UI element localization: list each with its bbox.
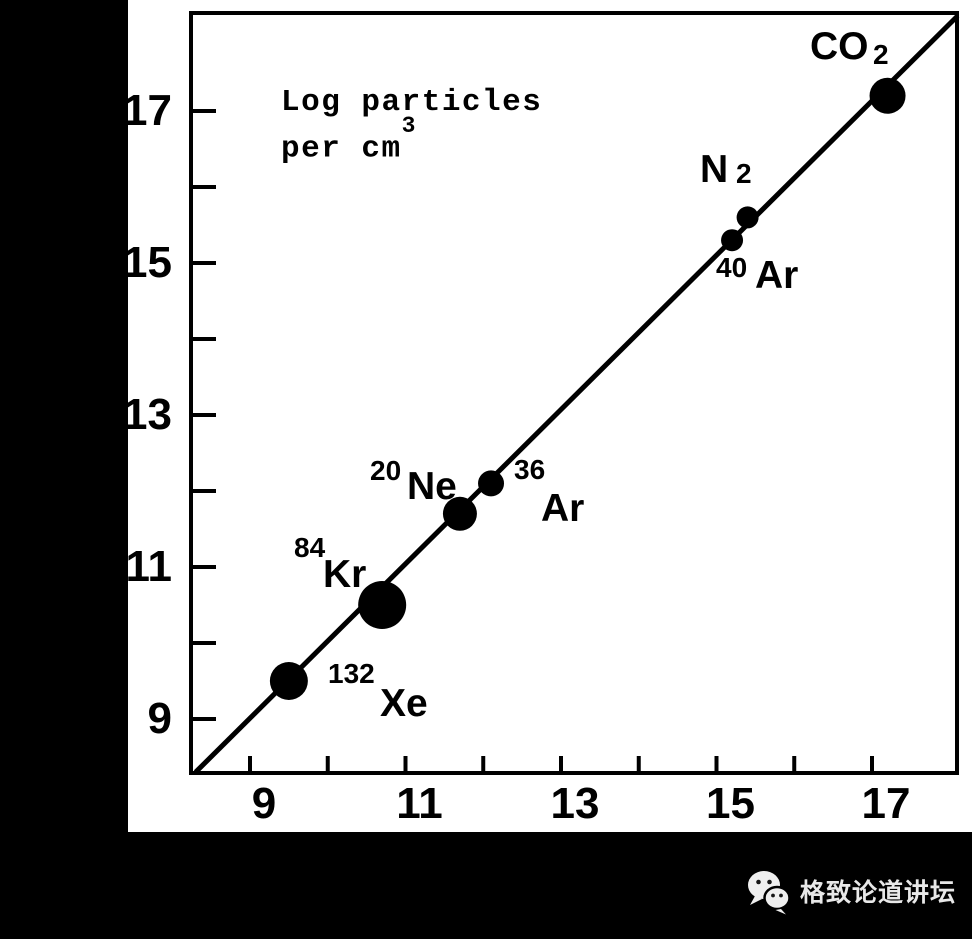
data-point-ar40 <box>721 229 744 252</box>
annotation-line2-text: per cm <box>281 131 402 167</box>
x-tick-label-13: 13 <box>550 779 600 828</box>
scatter-plot-graphics <box>189 11 960 775</box>
y-tick-label-11: 11 <box>125 542 172 591</box>
point-label-co2-symbol: CO <box>810 25 869 68</box>
point-label-n2-subscript: 2 <box>736 158 752 189</box>
point-label-ne20-symbol: Ne <box>407 465 457 508</box>
plot-background: 9 11 13 15 17 9 11 13 15 17 CO 2 N 2 Ar 40 Ar 36 Ne 20 Kr 84 X… <box>123 0 972 832</box>
watermark-text: 格致论道讲坛 <box>800 877 957 907</box>
reference-line <box>193 14 960 774</box>
y-tick-label-17: 17 <box>123 86 172 135</box>
point-label-ar36-mass-number: 36 <box>514 454 546 485</box>
x-tick-label-15: 15 <box>706 779 755 828</box>
x-tick-label-9: 9 <box>251 779 277 828</box>
axes-frame <box>189 11 959 775</box>
watermark: 格致论道讲坛 <box>746 868 956 916</box>
wechat-bubbles-icon <box>748 871 791 915</box>
point-label-ar40-mass-number: 40 <box>716 252 748 283</box>
point-label-kr84-mass-number: 84 <box>294 532 326 563</box>
plot-annotation: Log particles per cm3 <box>281 84 542 167</box>
annotation-superscript: 3 <box>401 113 416 139</box>
annotation-line2: per cm3 <box>281 113 542 167</box>
point-label-ar36-symbol: Ar <box>541 487 585 530</box>
point-label-ne20-mass-number: 20 <box>370 455 402 486</box>
point-label-xe132-mass-number: 132 <box>328 658 375 689</box>
point-label-n2-symbol: N <box>700 148 729 191</box>
data-point-n2 <box>736 206 759 229</box>
x-tick-label-17: 17 <box>861 779 911 828</box>
data-point-ne20 <box>442 496 477 531</box>
annotation-line1: Log particles <box>281 85 543 120</box>
data-point-ar36 <box>478 470 505 497</box>
y-tick-label-13: 13 <box>123 390 172 439</box>
y-tick-label-15: 15 <box>123 238 172 287</box>
point-label-xe132-symbol: Xe <box>380 682 428 725</box>
data-point-xe132 <box>269 662 308 700</box>
data-point-co2 <box>869 77 906 114</box>
x-tick-label-11: 11 <box>396 779 443 828</box>
y-tick-label-9: 9 <box>147 694 172 743</box>
point-label-ar40-symbol: Ar <box>755 254 799 297</box>
data-point-kr84 <box>358 581 407 629</box>
point-label-co2-subscript: 2 <box>873 39 889 70</box>
point-label-kr84-symbol: Kr <box>323 553 367 596</box>
